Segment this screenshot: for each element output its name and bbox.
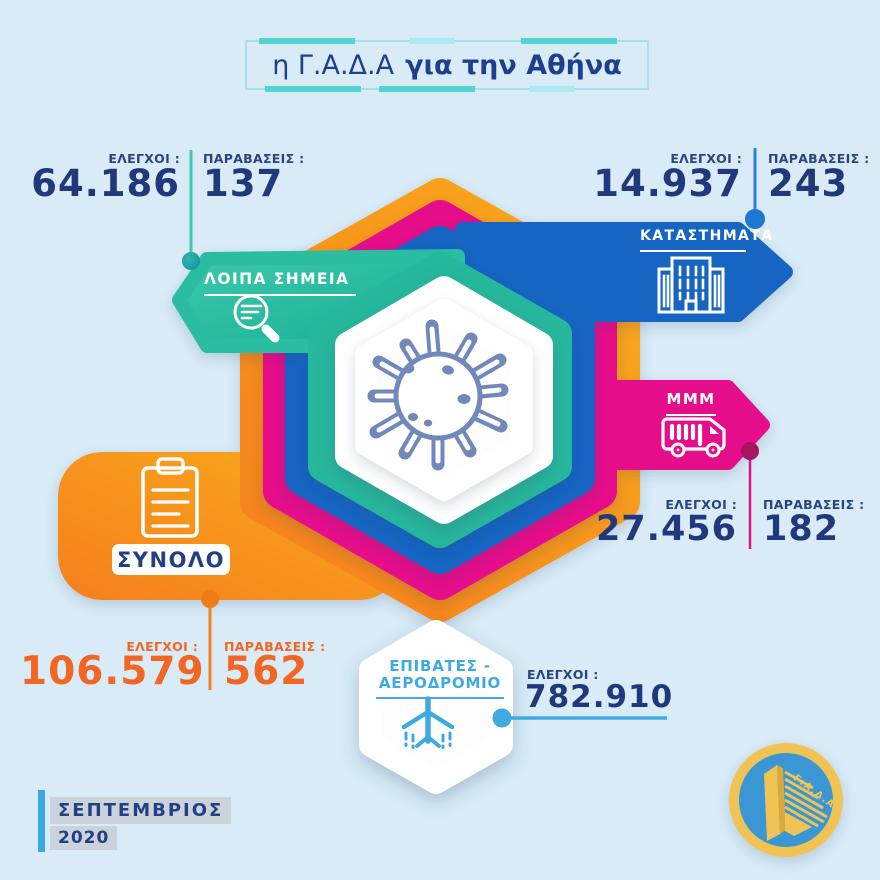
- stores-arm-label: ΚΑΤΑΣΤΗΜΑΤΑ: [640, 228, 772, 252]
- other-points-violations-label: ΠΑΡΑΒΑΣΕΙΣ :: [203, 151, 305, 166]
- title-emphasis: για την Αθήνα: [405, 49, 622, 81]
- airport-hexagon-label: ΕΠΙΒΑΤΕΣ - ΑΕΡΟΔΡΟΜΙΟ: [376, 658, 504, 699]
- total-violations-label: ΠΑΡΑΒΑΣΕΙΣ :: [224, 639, 326, 654]
- mmm-violations-label: ΠΑΡΑΒΑΣΕΙΣ :: [763, 497, 865, 512]
- stores-violations-value: 243: [768, 162, 849, 205]
- title-dash-top: [259, 38, 635, 44]
- orange-connector-dot: [201, 590, 219, 608]
- virus-icon: [367, 319, 509, 471]
- airport-checks-value: 782.910: [525, 679, 674, 715]
- mmm-checks-value: 27.456: [595, 509, 737, 549]
- clipboard-icon: [141, 457, 199, 538]
- plane-icon: [401, 696, 455, 749]
- mmm-arm-label: MMM: [666, 390, 716, 416]
- teal-connector-dot: [182, 252, 200, 270]
- stores-checks-label: ΕΛΕΓΧΟΙ :: [670, 151, 742, 166]
- mmm-violations-value: 182: [763, 509, 840, 549]
- period-accent-bar: [38, 790, 45, 852]
- airport-connector-dot: [492, 708, 512, 728]
- airport-label-line1: ΕΠΙΒΑΤΕΣ -: [389, 657, 491, 675]
- connectors: [182, 148, 765, 690]
- period-month: ΣΕΠΤΕΜΒΡΙΟΣ: [50, 797, 232, 824]
- airport-hexagon: [359, 620, 513, 794]
- airport-label-line2: ΑΕΡΟΔΡΟΜΙΟ: [378, 674, 502, 692]
- other-points-arm-label: ΛΟΙΠΑ ΣΗΜΕΙΑ: [204, 270, 356, 296]
- blue-connector-dot: [745, 209, 765, 229]
- pink-connector-dot: [741, 442, 759, 460]
- total-arm-label: ΣΥΝΟΛΟ: [112, 544, 230, 575]
- title-prefix: η Γ.Α.Δ.Α: [272, 49, 395, 81]
- stores-checks-value: 14.937: [593, 162, 742, 205]
- other-points-checks-label: ΕΛΕΓΧΟΙ :: [108, 151, 180, 166]
- total-violations-value: 562: [224, 649, 309, 694]
- page-title: η Γ.Α.Δ.Α για την Αθήνα: [245, 38, 649, 92]
- magnifier-icon: [233, 294, 280, 343]
- gada-logo: Γ.Α.Δ.Α.: [729, 743, 843, 857]
- building-icon: [657, 256, 725, 314]
- airport-checks-label: ΕΛΕΓΧΟΙ :: [527, 667, 599, 682]
- bus-icon: [661, 417, 726, 458]
- total-checks-label: ΕΛΕΓΧΟΙ :: [126, 639, 198, 654]
- title-dash-bottom: [259, 86, 635, 92]
- total-checks-value: 106.579: [20, 649, 205, 694]
- stores-violations-label: ΠΑΡΑΒΑΣΕΙΣ :: [768, 151, 870, 166]
- other-points-violations-value: 137: [203, 162, 284, 205]
- other-points-checks-value: 64.186: [31, 162, 180, 205]
- period-year: 2020: [50, 826, 118, 850]
- mmm-checks-label: ΕΛΕΓΧΟΙ :: [665, 497, 737, 512]
